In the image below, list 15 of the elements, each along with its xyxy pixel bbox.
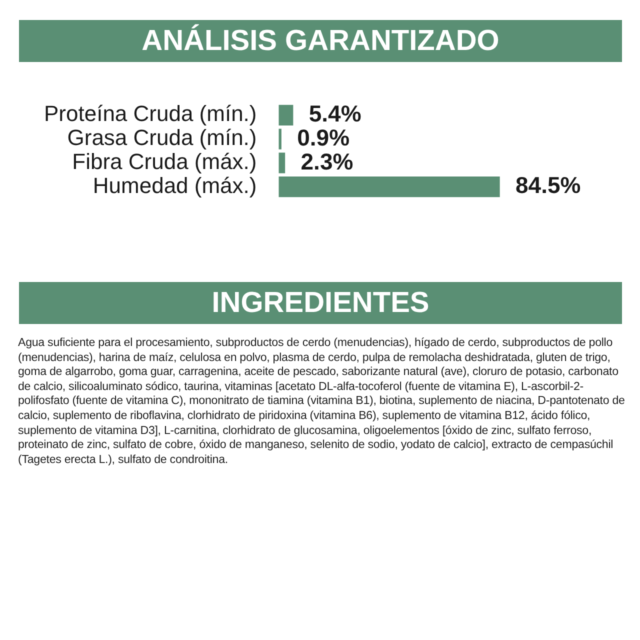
text: Agua suficiente para el procesamiento, subproductos de cerdo (menudencias), hígado de cerdo, subproductos de pollo (menudencias), harina de maíz, celulosa en polvo, plasma de cerdo, pulpa de remolacha deshidratada, gluten de trigo, goma de algarrobo, goma guar, carragenina, aceite de pescado, saborizante natural (ave), cloruro de potasio, carbonato de calcio, silicoaluminato sódico, taurina, vitaminas [acetato DL-alfa-tocoferol (fuente de vitamina E), L-ascorbil-2-polifosfato (fuente de vitamina C), mononitrato de tiamina (vitamina B1), biotina, suplemento de niacina, D-pantotenato de calcio, suplemento de riboflavina, clorhidrato de piridoxina (vitamina B6), suplemento de vitamina B12, ácido fólico, suplemento de vitamina D3], L-carnitina, clorhidrato de glucosamina, oligoelementos [óxido de zinc, sulfato ferroso, proteinato de zinc, sulfato de cobre, óxido de manganeso, selenito de sodio, yodato de calcio], extracto de cempasúchil (Tagetes erecta L.), sulfato de condroitina.	[18, 336, 625, 466]
text: INGREDIENTES	[19, 282, 622, 324]
y-tick-label: Humedad (máx.)	[92, 172, 257, 198]
bar	[278, 152, 286, 174]
data-label: 0.9%	[297, 124, 350, 150]
data-label: 5.4%	[308, 100, 362, 126]
chart-title: ANÁLISIS GARANTIZADO	[19, 20, 622, 62]
y-tick-label: Proteína Cruda (mín.)	[44, 101, 257, 126]
bar	[278, 176, 500, 198]
bar	[278, 128, 282, 150]
data-label: 84.5%	[516, 172, 581, 198]
data-label: 2.3%	[300, 148, 354, 174]
y-tick-label: Grasa Cruda (mín.)	[67, 125, 257, 150]
y-tick-label: Fibra Cruda (máx.)	[72, 149, 257, 174]
bar	[278, 104, 294, 126]
